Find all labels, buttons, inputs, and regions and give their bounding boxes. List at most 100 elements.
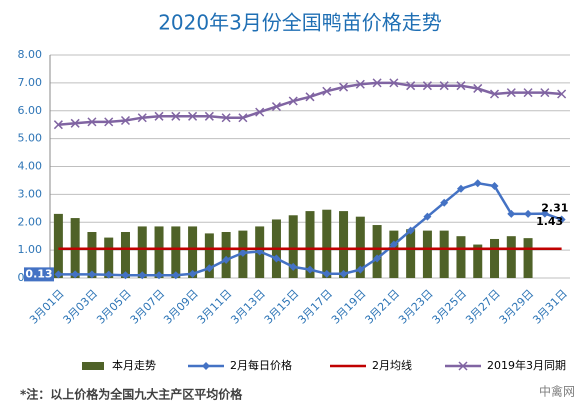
- legend-label: 2月均线: [372, 358, 412, 372]
- bar: [104, 237, 114, 278]
- bar: [339, 211, 349, 278]
- y-tick-label: 6.00: [18, 104, 43, 117]
- marker: [372, 78, 382, 88]
- bar: [120, 232, 130, 278]
- marker: [87, 117, 97, 127]
- marker: [87, 270, 96, 279]
- y-tick-label: 3.00: [18, 187, 43, 200]
- bar: [53, 213, 63, 278]
- marker: [507, 209, 516, 218]
- marker: [255, 107, 265, 117]
- bar: [87, 232, 97, 278]
- bar: [523, 238, 533, 278]
- bar: [506, 236, 516, 278]
- y-tick-label: 4.00: [18, 160, 43, 173]
- footnote: *注：以上价格为全国九大主产区平均价格: [20, 387, 243, 402]
- marker: [53, 120, 63, 130]
- marker: [540, 88, 550, 98]
- marker: [339, 82, 349, 92]
- marker: [272, 254, 281, 263]
- marker: [439, 81, 449, 91]
- bar: [456, 236, 466, 278]
- bar: [154, 226, 164, 278]
- marker: [289, 262, 298, 271]
- y-tick-label: 2.00: [18, 215, 43, 228]
- bar: [204, 233, 214, 278]
- marker: [188, 111, 198, 121]
- marker: [138, 271, 147, 280]
- chart-title: 2020年3月份全国鸭苗价格走势: [158, 11, 442, 35]
- bar: [389, 230, 399, 278]
- bar: [288, 215, 298, 278]
- legend-label: 本月走势: [112, 358, 156, 372]
- legend-label: 2019年3月同期: [487, 358, 566, 372]
- marker: [456, 184, 465, 193]
- bar: [422, 230, 432, 278]
- marker: [322, 269, 331, 278]
- legend-label: 2月每日价格: [230, 358, 292, 372]
- marker: [355, 79, 365, 89]
- marker: [104, 117, 114, 127]
- marker: [389, 240, 398, 249]
- y-tick-label: 5.00: [18, 132, 43, 145]
- marker: [70, 118, 80, 128]
- marker: [406, 226, 415, 235]
- marker: [473, 83, 483, 93]
- marker: [322, 86, 332, 96]
- data-label: 0.13: [25, 267, 52, 280]
- marker: [473, 179, 482, 188]
- marker: [306, 265, 314, 274]
- bar: [188, 226, 198, 278]
- bar: [473, 244, 483, 278]
- y-tick-label: 7.00: [18, 76, 43, 89]
- marker: [557, 215, 566, 224]
- data-label: 1.43: [536, 215, 563, 228]
- marker: [305, 92, 315, 102]
- legend-swatch: [82, 362, 104, 370]
- marker: [54, 270, 63, 279]
- y-tick-label: 1.00: [18, 243, 43, 256]
- marker: [523, 88, 533, 98]
- marker: [171, 271, 180, 280]
- marker: [221, 113, 231, 123]
- watermark: 中禽网: [539, 384, 575, 399]
- marker: [406, 81, 416, 91]
- marker: [222, 255, 231, 264]
- marker: [154, 111, 164, 121]
- marker: [188, 269, 197, 278]
- marker: [202, 362, 210, 370]
- marker: [557, 89, 567, 99]
- marker: [422, 81, 432, 91]
- data-label: 2.31: [541, 202, 568, 215]
- marker: [389, 78, 399, 88]
- y-tick-label: 8.00: [18, 48, 43, 61]
- bar: [171, 226, 181, 278]
- marker: [540, 209, 549, 218]
- marker: [339, 269, 348, 278]
- marker: [489, 89, 500, 99]
- marker: [271, 102, 281, 112]
- marker: [356, 265, 365, 274]
- marker: [238, 113, 248, 123]
- bar: [305, 211, 315, 278]
- bar: [221, 232, 231, 278]
- marker: [205, 264, 214, 273]
- bar: [322, 209, 332, 278]
- bar: [137, 226, 147, 278]
- marker: [490, 182, 499, 191]
- marker: [288, 96, 298, 106]
- marker: [104, 270, 113, 279]
- bar: [439, 230, 449, 278]
- marker: [121, 271, 130, 280]
- marker: [171, 111, 181, 121]
- marker: [238, 248, 247, 257]
- marker: [456, 81, 466, 91]
- marker: [373, 254, 382, 263]
- marker: [137, 113, 147, 123]
- marker: [423, 212, 432, 221]
- marker: [524, 209, 533, 218]
- marker: [71, 270, 80, 279]
- marker: [440, 198, 449, 207]
